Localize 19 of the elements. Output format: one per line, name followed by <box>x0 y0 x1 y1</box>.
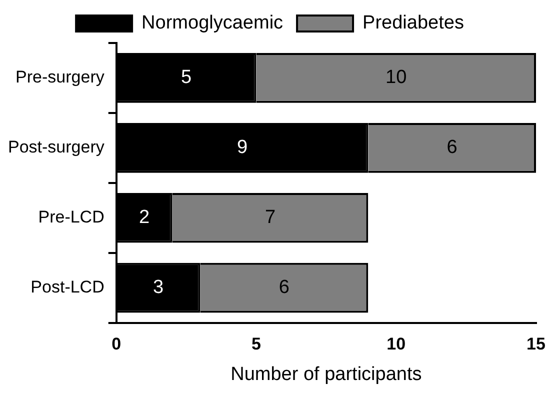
y-tick-label: Pre-LCD <box>38 208 104 227</box>
x-tick-label: 0 <box>112 334 122 354</box>
x-tick-label: 15 <box>526 334 546 354</box>
y-tick-label: Post-LCD <box>30 278 104 297</box>
x-axis-title: Number of participants <box>230 364 422 385</box>
data-label: 6 <box>278 277 290 298</box>
data-label: 2 <box>139 207 150 228</box>
data-label: 3 <box>153 277 164 298</box>
data-label: 10 <box>386 67 407 88</box>
y-tick-label: Post-surgery <box>8 138 105 157</box>
x-tick-label: 10 <box>386 334 406 354</box>
data-label: 9 <box>236 137 248 158</box>
data-label: 7 <box>264 207 276 228</box>
legend-label: Prediabetes <box>362 12 464 34</box>
data-label: 5 <box>181 67 192 88</box>
y-tick-label: Pre-surgery <box>16 68 105 87</box>
legend-label: Normoglycaemic <box>142 12 284 34</box>
x-tick-label: 5 <box>252 334 261 354</box>
data-label: 6 <box>446 137 458 158</box>
